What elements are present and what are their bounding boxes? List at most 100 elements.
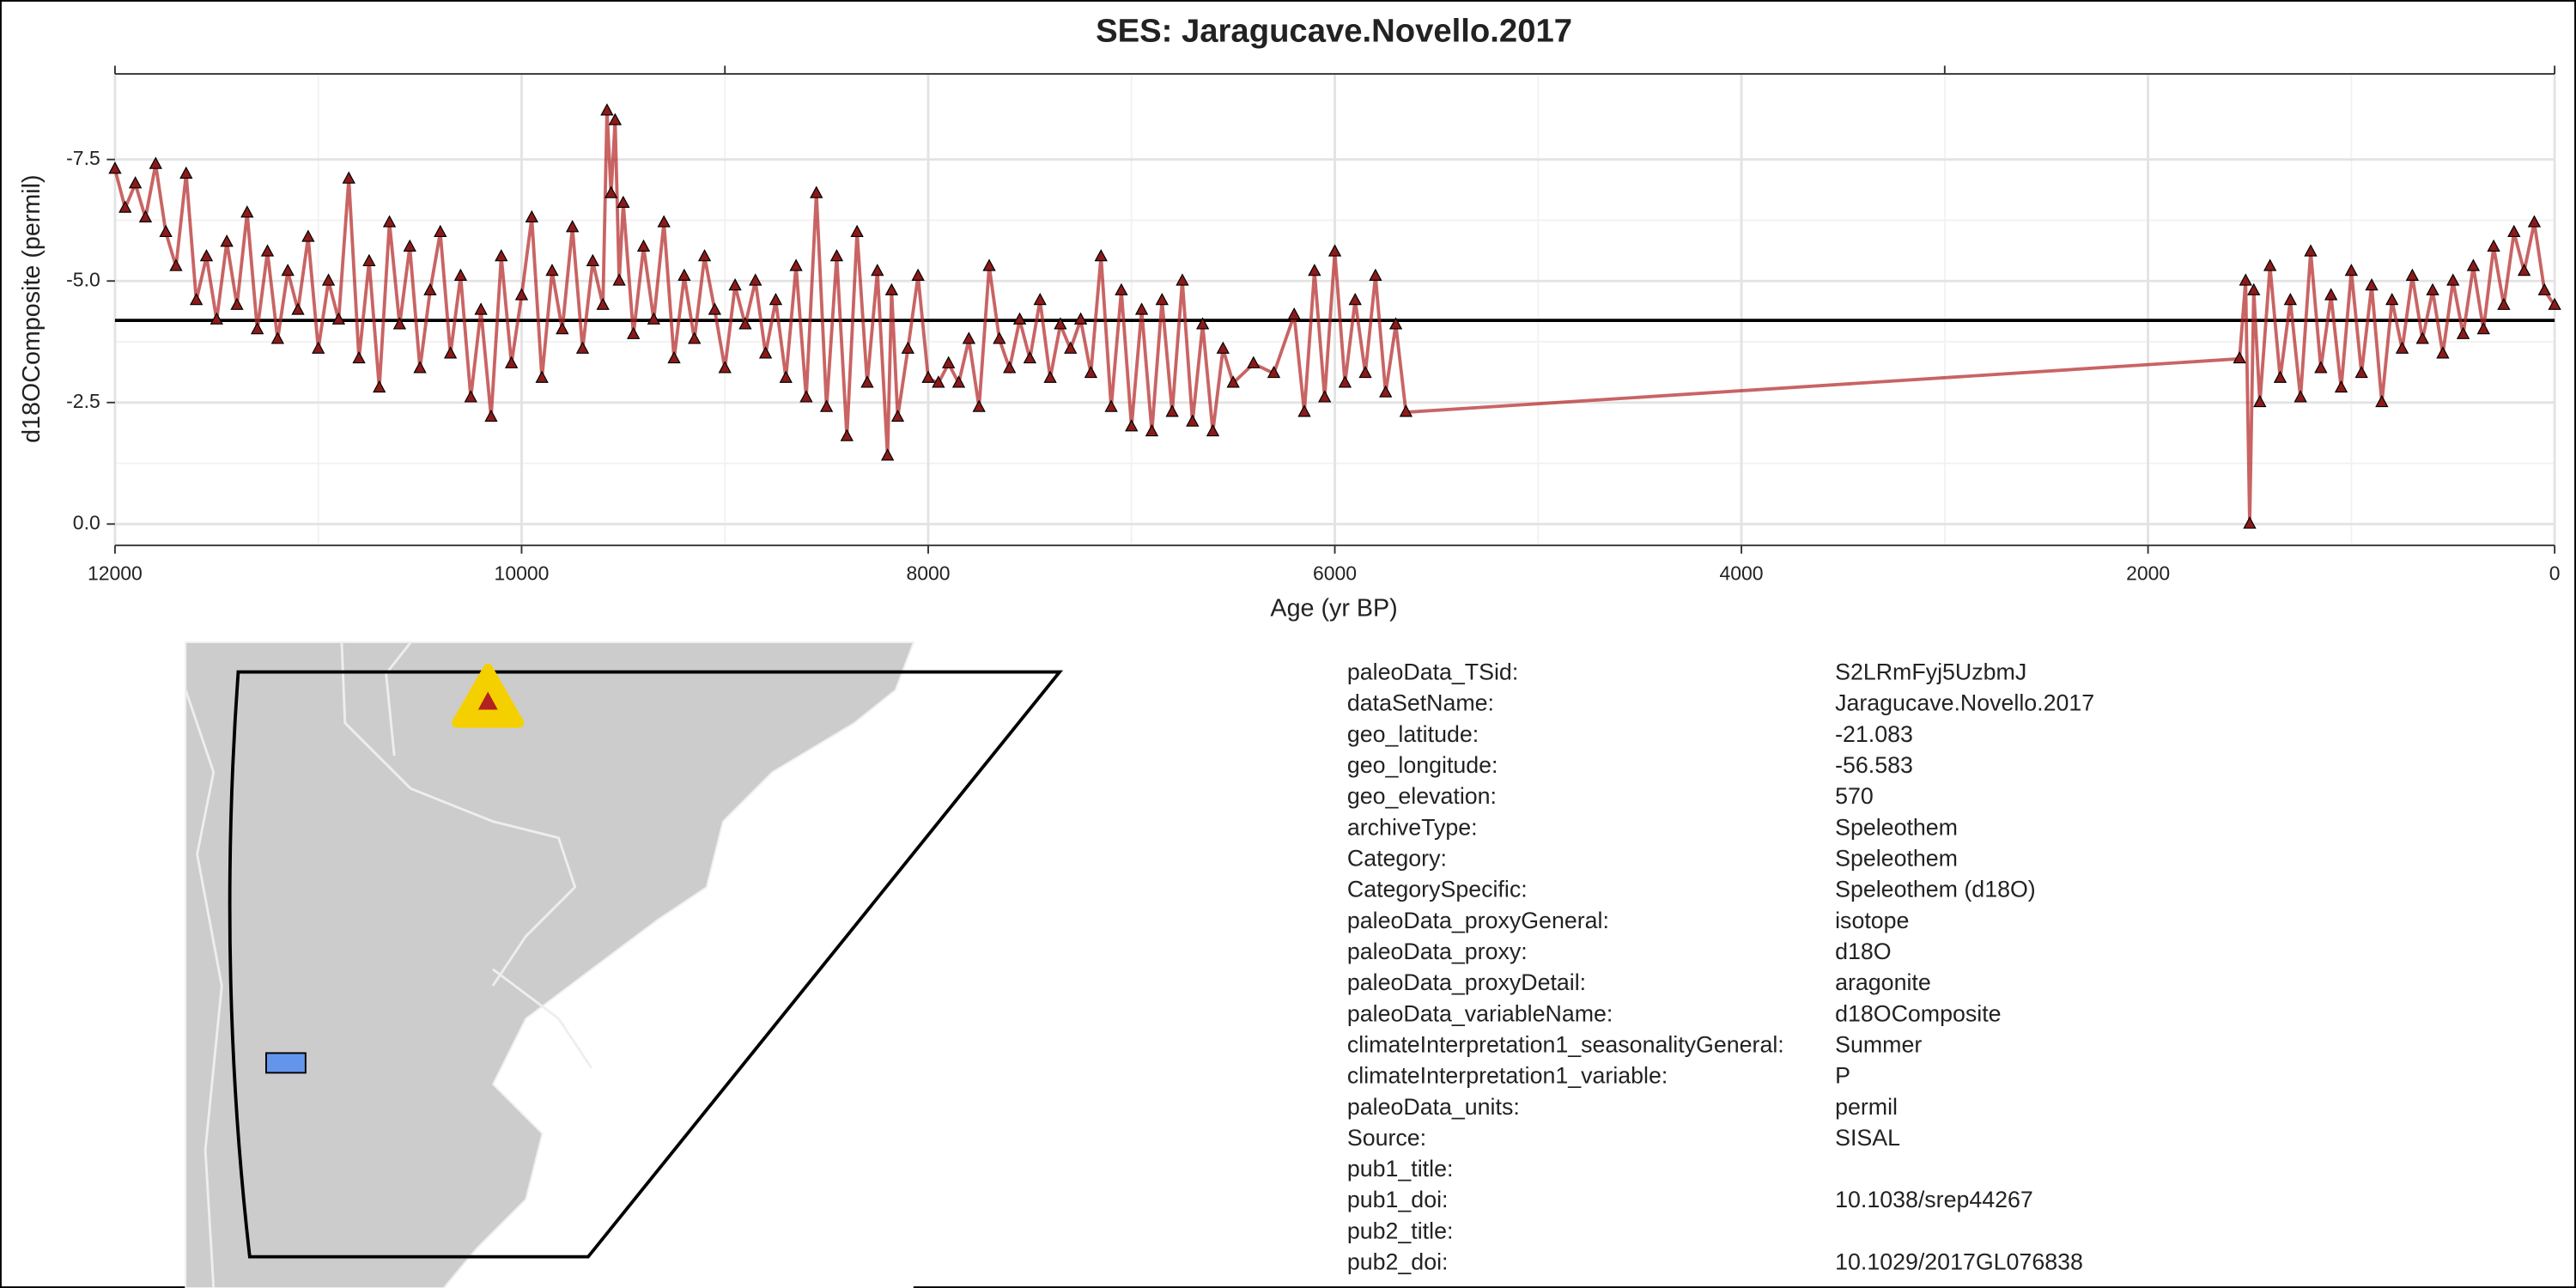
data-point bbox=[128, 176, 143, 189]
data-point bbox=[331, 312, 346, 325]
metadata-key: archiveType: bbox=[1347, 814, 1478, 840]
data-point bbox=[2253, 394, 2267, 408]
data-point bbox=[1388, 317, 1403, 330]
data-point bbox=[697, 249, 712, 262]
metadata-table: paleoData_TSid: S2LRmFyj5UzbmJ dataSetName… bbox=[1347, 659, 2094, 1275]
metadata-key: Category: bbox=[1347, 845, 1447, 871]
metadata-key: paleoData_TSid: bbox=[1347, 659, 1518, 685]
data-point bbox=[829, 249, 844, 262]
data-point bbox=[972, 399, 986, 412]
data-point bbox=[1145, 423, 1159, 437]
data-point bbox=[982, 258, 996, 271]
data-point bbox=[484, 409, 498, 422]
metadata-key: paleoData_proxy: bbox=[1347, 939, 1528, 964]
metadata-key: paleoData_variableName: bbox=[1347, 1000, 1613, 1026]
metadata-value: S2LRmFyj5UzbmJ bbox=[1835, 659, 2026, 685]
data-point bbox=[565, 220, 580, 233]
metadata-value: -21.083 bbox=[1835, 721, 1913, 747]
data-point bbox=[2365, 278, 2379, 291]
data-point bbox=[1318, 390, 1332, 403]
x-tick-label: 12000 bbox=[88, 562, 143, 585]
data-point bbox=[2233, 350, 2246, 364]
data-point bbox=[382, 215, 397, 228]
metadata-key: climateInterpretation1_variable: bbox=[1347, 1063, 1668, 1089]
data-point bbox=[2527, 215, 2542, 228]
metadata-value: 10.1029/2017GL076838 bbox=[1835, 1249, 2083, 1275]
data-point bbox=[281, 264, 295, 276]
data-point bbox=[392, 317, 407, 330]
data-point bbox=[677, 268, 691, 281]
data-point bbox=[1297, 404, 1311, 417]
metadata-key: paleoData_proxyGeneral: bbox=[1347, 908, 1609, 933]
data-point bbox=[1043, 370, 1057, 383]
data-point bbox=[108, 161, 122, 174]
data-point bbox=[657, 215, 671, 228]
region-outline bbox=[228, 670, 1064, 1259]
data-point bbox=[362, 253, 376, 266]
data-point bbox=[636, 239, 651, 252]
data-point bbox=[667, 350, 681, 364]
x-tick-label: 0 bbox=[2549, 562, 2561, 585]
data-point bbox=[545, 264, 559, 276]
data-point bbox=[1125, 419, 1139, 432]
data-point bbox=[890, 409, 905, 422]
x-tick-label: 8000 bbox=[906, 562, 950, 585]
metadata-value: Summer bbox=[1835, 1031, 1922, 1057]
data-point bbox=[2283, 293, 2297, 306]
data-point bbox=[799, 390, 813, 403]
data-point bbox=[749, 273, 762, 286]
data-point bbox=[260, 244, 275, 257]
data-point bbox=[738, 317, 752, 330]
data-point bbox=[758, 346, 773, 359]
map bbox=[184, 641, 1064, 1288]
metadata-key: pub2_doi: bbox=[1347, 1249, 1449, 1275]
data-point bbox=[413, 361, 427, 374]
data-point bbox=[810, 185, 823, 198]
data-point bbox=[612, 273, 626, 286]
data-point bbox=[1226, 375, 1240, 388]
data-point bbox=[962, 331, 976, 344]
data-point bbox=[2426, 283, 2439, 295]
data-point bbox=[1054, 317, 1067, 330]
data-point bbox=[2456, 326, 2470, 339]
data-point bbox=[514, 288, 529, 301]
metadata-value: Speleothem bbox=[1835, 845, 1958, 871]
data-point bbox=[525, 210, 538, 223]
borders bbox=[184, 641, 592, 1288]
x-tick-label: 2000 bbox=[2126, 562, 2170, 585]
x-axis-label: Age (yr BP) bbox=[1270, 594, 1397, 622]
data-point bbox=[434, 224, 447, 237]
data-point bbox=[2436, 346, 2450, 359]
data-point bbox=[1216, 341, 1230, 354]
data-point bbox=[596, 297, 610, 310]
data-point bbox=[1084, 365, 1098, 379]
data-point bbox=[443, 346, 458, 359]
metadata-value: SISAL bbox=[1835, 1125, 1900, 1151]
metadata-value: aragonite bbox=[1835, 969, 1931, 995]
data-point bbox=[189, 293, 204, 306]
data-point bbox=[860, 375, 874, 388]
data-point bbox=[789, 258, 803, 271]
data-point bbox=[2239, 273, 2252, 286]
data-point bbox=[604, 185, 618, 198]
data-point bbox=[627, 326, 641, 339]
data-point bbox=[1287, 307, 1301, 320]
data-point bbox=[403, 239, 416, 252]
data-point bbox=[2395, 341, 2409, 354]
data-point bbox=[728, 278, 742, 291]
data-point bbox=[474, 302, 488, 315]
data-point bbox=[1327, 244, 1342, 257]
metadata-value: 10.1038/srep44267 bbox=[1835, 1187, 2033, 1212]
data-point bbox=[464, 390, 477, 403]
metadata-value: d18O bbox=[1835, 939, 1891, 964]
data-point bbox=[535, 370, 549, 383]
data-point bbox=[1165, 404, 1179, 417]
data-point bbox=[2334, 380, 2348, 393]
data-point bbox=[2385, 293, 2399, 306]
data-point bbox=[1033, 293, 1047, 306]
data-point bbox=[901, 341, 914, 354]
data-point bbox=[2263, 258, 2277, 271]
data-point bbox=[453, 268, 468, 281]
data-point bbox=[884, 283, 899, 295]
data-point bbox=[1308, 264, 1321, 276]
